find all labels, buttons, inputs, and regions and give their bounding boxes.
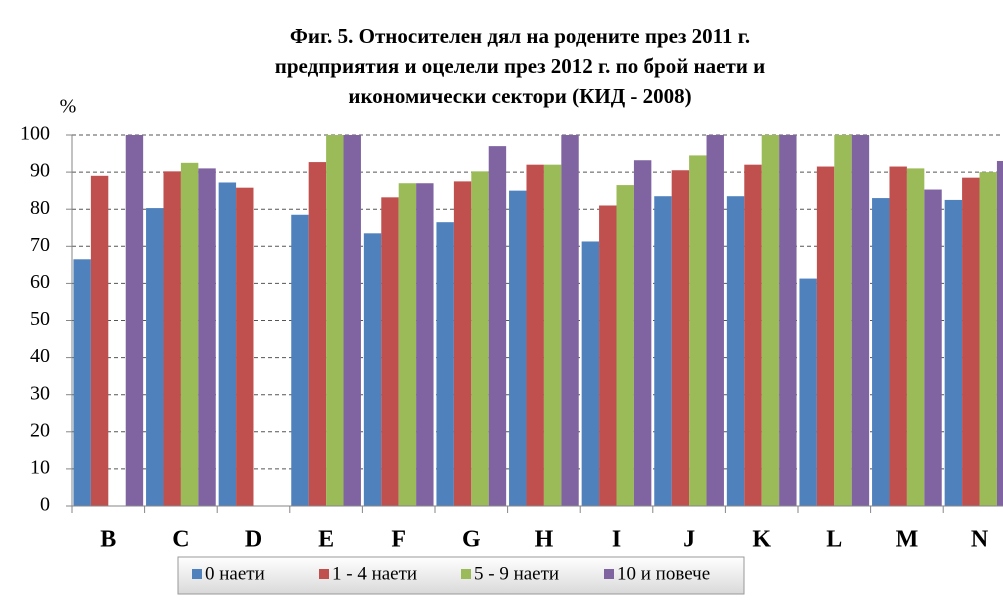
bar <box>962 177 980 507</box>
y-tick-label: 60 <box>30 271 50 293</box>
legend-swatch <box>461 569 471 579</box>
bar <box>416 183 434 507</box>
y-axis-label: % <box>60 96 77 118</box>
y-tick-label: 90 <box>30 160 50 182</box>
y-tick-label: 100 <box>20 123 50 145</box>
bar <box>363 233 382 506</box>
x-tick-label: N <box>971 527 989 553</box>
bar <box>343 135 361 506</box>
legend-label: 0 наети <box>205 563 265 584</box>
bar <box>526 164 544 506</box>
x-tick-label: C <box>172 527 189 553</box>
bar <box>218 182 237 506</box>
legend-swatch <box>319 569 329 579</box>
bar <box>236 187 254 506</box>
y-tick-label: 10 <box>30 456 50 478</box>
bar <box>198 168 216 506</box>
bar <box>654 196 672 506</box>
x-tick-label: H <box>535 527 554 553</box>
bar <box>872 198 890 506</box>
bar <box>979 172 997 506</box>
x-tick-label: B <box>100 527 116 553</box>
bar <box>543 164 562 506</box>
bar <box>326 135 344 506</box>
chart-title: предприятия и оцелели през 2012 г. по бр… <box>275 54 766 78</box>
bar <box>761 135 780 506</box>
bar <box>291 214 309 506</box>
bar <box>453 181 472 506</box>
bar <box>706 135 724 506</box>
y-tick-label: 0 <box>40 494 50 516</box>
bar <box>799 278 817 506</box>
x-tick-label: L <box>826 527 842 553</box>
bar <box>398 183 417 507</box>
x-tick-label: D <box>245 527 262 553</box>
bar <box>744 164 762 506</box>
chart-title: икономически сектори (КИД - 2008) <box>348 84 691 108</box>
bar <box>436 222 454 506</box>
y-tick-label: 30 <box>30 382 50 404</box>
bar <box>561 135 579 506</box>
bar <box>924 189 942 507</box>
bar <box>73 259 91 506</box>
y-tick-label: 40 <box>30 345 50 367</box>
bar <box>944 199 963 507</box>
bar <box>906 168 925 506</box>
bar <box>90 175 109 506</box>
bar <box>816 166 835 506</box>
legend-label: 1 - 4 наети <box>332 563 417 584</box>
legend-swatch <box>604 569 614 579</box>
legend-swatch <box>192 569 202 579</box>
y-tick-label: 80 <box>30 197 50 219</box>
bar <box>779 135 797 506</box>
bar <box>381 197 399 506</box>
x-tick-label: K <box>752 527 771 553</box>
bar <box>834 135 852 506</box>
chart-title: Фиг. 5. Относителен дял на родените през… <box>290 24 750 48</box>
bar <box>125 135 144 506</box>
bar <box>671 170 690 506</box>
x-tick-label: I <box>612 527 621 553</box>
x-tick-label: E <box>318 527 334 553</box>
bar <box>488 146 507 506</box>
bar <box>471 171 489 506</box>
x-tick-label: G <box>462 527 481 553</box>
x-tick-label: M <box>896 527 919 553</box>
bar <box>509 190 527 506</box>
bar <box>851 135 870 506</box>
bar <box>616 185 634 506</box>
bar <box>163 171 181 506</box>
y-tick-label: 70 <box>30 234 50 256</box>
x-tick-label: J <box>683 527 695 553</box>
legend-label: 10 и повече <box>617 563 710 584</box>
bar <box>581 241 600 507</box>
bar <box>726 196 745 506</box>
bar <box>180 162 199 506</box>
y-tick-label: 20 <box>30 419 50 441</box>
legend-label: 5 - 9 наети <box>474 563 559 584</box>
bar <box>889 166 907 506</box>
y-tick-label: 50 <box>30 308 50 330</box>
bar <box>996 160 1003 506</box>
bar <box>308 162 327 506</box>
x-tick-label: F <box>391 527 406 553</box>
bar <box>599 205 617 507</box>
bar <box>633 160 652 506</box>
bar <box>146 208 164 506</box>
bar <box>689 155 707 506</box>
